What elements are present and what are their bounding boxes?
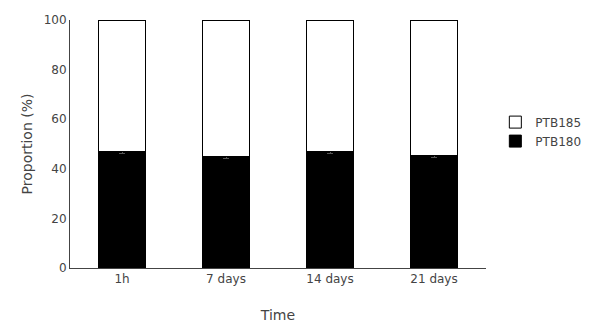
svg-text:100: 100: [44, 13, 67, 27]
svg-text:Proportion (%): Proportion (%): [19, 94, 35, 195]
svg-text:60: 60: [51, 112, 66, 126]
svg-text:80: 80: [51, 63, 66, 77]
svg-text:0: 0: [59, 261, 67, 275]
svg-text:20: 20: [51, 212, 66, 226]
svg-text:14 days: 14 days: [306, 272, 353, 286]
svg-text:21 days: 21 days: [410, 272, 457, 286]
svg-text:1h: 1h: [114, 272, 129, 286]
svg-text:40: 40: [51, 162, 66, 176]
svg-text:PTB180: PTB180: [535, 135, 581, 149]
svg-text:Time: Time: [260, 307, 295, 323]
svg-text:7 days: 7 days: [206, 272, 246, 286]
svg-text:PTB185: PTB185: [535, 116, 581, 130]
